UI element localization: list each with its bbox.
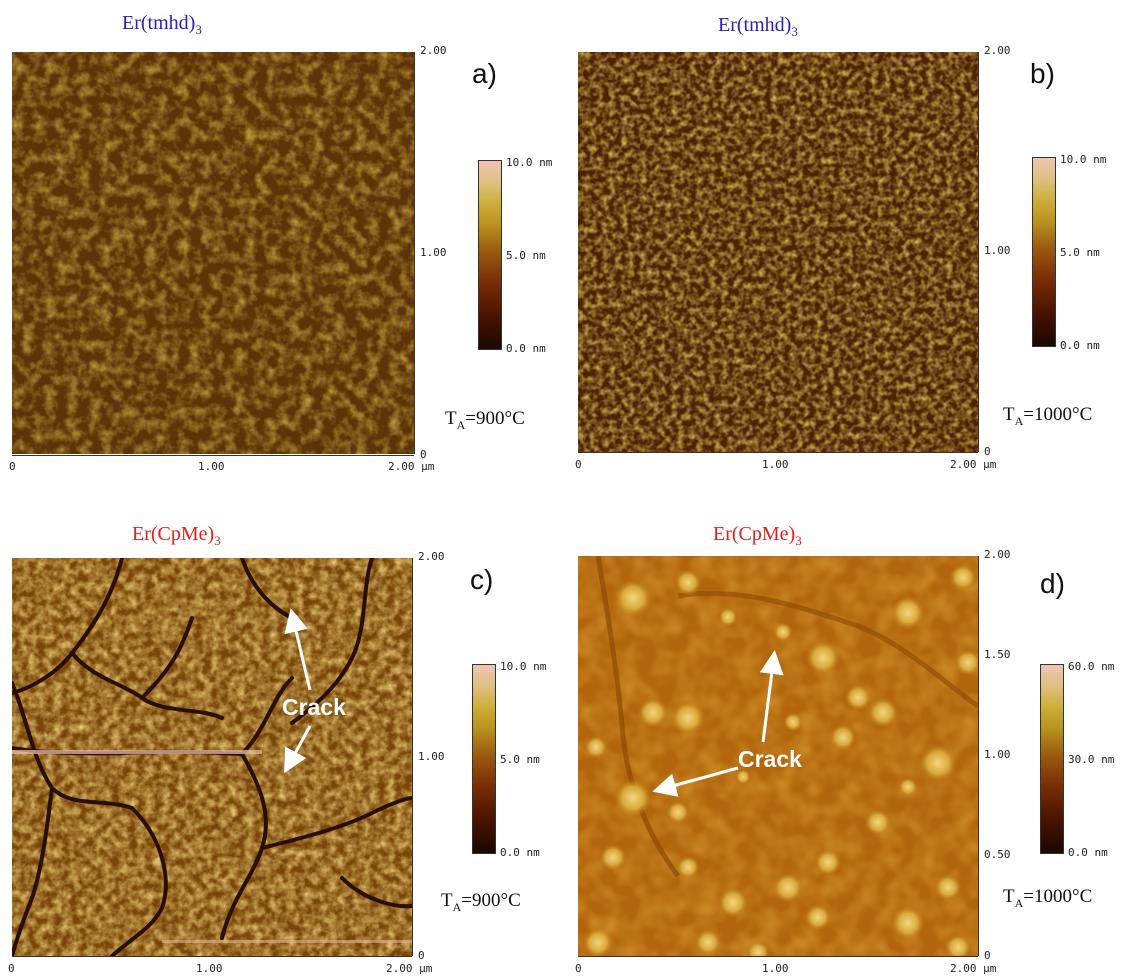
colorbar-b-mid: 5.0 nm <box>1060 246 1100 259</box>
x-tick-b-left: 0 <box>575 458 582 471</box>
x-tick-a-right: 2.00 µm <box>388 460 435 473</box>
y-tick-d-100: 1.00 <box>984 748 1011 761</box>
panel-d-crack-label: Crack <box>738 746 802 772</box>
panel-a-title: Er(tmhd)3 <box>122 12 202 37</box>
panel-c-letter: c) <box>470 564 494 595</box>
colorbar-b-max: 10.0 nm <box>1060 153 1107 166</box>
panel-d-temperature: TA=1000°C <box>1003 886 1093 910</box>
y-tick-a-bottom: 0 <box>420 448 427 461</box>
colorbar-a-max: 10.0 nm <box>506 156 553 169</box>
panel-d-title: Er(CpMe)3 <box>713 523 802 548</box>
panel-a-temperature: TA=900°C <box>445 408 525 432</box>
x-tick-a-mid: 1.00 <box>198 460 225 473</box>
y-axis-line-d <box>978 556 979 956</box>
y-tick-d-050: 0.50 <box>984 848 1011 861</box>
x-axis-line-b <box>578 452 978 453</box>
colorbar-d-mid: 30.0 nm <box>1068 753 1115 766</box>
x-tick-c-mid: 1.00 <box>196 962 223 975</box>
y-tick-a-mid: 1.00 <box>420 246 447 259</box>
y-axis-line-c <box>412 558 413 956</box>
colorbar-d-max: 60.0 nm <box>1068 660 1115 673</box>
afm-image-d <box>578 556 978 956</box>
colorbar-a-min: 0.0 nm <box>506 342 546 355</box>
panel-c-crack-label: Crack <box>282 694 346 720</box>
panel-d-crack-arrows <box>652 650 784 797</box>
x-axis-line-d <box>578 956 978 957</box>
colorbar-b <box>1032 157 1056 347</box>
colorbar-c-min: 0.0 nm <box>500 846 540 859</box>
panel-d-letter: d) <box>1040 568 1065 599</box>
colorbar-c <box>472 664 496 854</box>
afm-image-c <box>12 558 412 956</box>
colorbar-c-mid: 5.0 nm <box>500 753 540 766</box>
x-tick-b-right: 2.00 µm <box>950 458 997 471</box>
x-tick-a-left: 0 <box>9 460 16 473</box>
x-tick-c-left: 0 <box>8 962 15 975</box>
x-tick-d-left: 0 <box>575 962 582 975</box>
colorbar-d <box>1040 664 1064 854</box>
y-tick-d-0: 0 <box>984 949 991 962</box>
y-axis-line-b <box>978 52 979 452</box>
panel-a-letter: a) <box>472 58 497 89</box>
colorbar-b-min: 0.0 nm <box>1060 339 1100 352</box>
y-axis-line-a <box>414 52 415 454</box>
panel-b-temperature: TA=1000°C <box>1003 404 1093 428</box>
y-tick-d-150: 1.50 <box>984 648 1011 661</box>
colorbar-a-mid: 5.0 nm <box>506 249 546 262</box>
y-tick-b-top: 2.00 <box>984 44 1011 57</box>
y-tick-d-200: 2.00 <box>984 548 1011 561</box>
panel-b-title: Er(tmhd)3 <box>718 14 798 39</box>
x-tick-d-right: 2.00 µm <box>950 962 997 975</box>
afm-image-a <box>12 52 414 454</box>
y-tick-c-top: 2.00 <box>418 550 445 563</box>
panel-c-crack-arrows <box>284 608 312 774</box>
x-axis-line-a <box>12 455 414 456</box>
colorbar-a <box>478 160 502 350</box>
panel-c-title: Er(CpMe)3 <box>132 523 221 548</box>
afm-image-b <box>578 52 978 452</box>
panel-b-letter: b) <box>1030 58 1055 89</box>
x-tick-b-mid: 1.00 <box>762 458 789 471</box>
colorbar-c-max: 10.0 nm <box>500 660 547 673</box>
x-axis-line-c <box>12 956 412 957</box>
y-tick-a-top: 2.00 <box>420 44 447 57</box>
y-tick-c-bottom: 0 <box>418 949 425 962</box>
x-tick-d-mid: 1.00 <box>762 962 789 975</box>
y-tick-b-bottom: 0 <box>984 445 991 458</box>
y-tick-b-mid: 1.00 <box>984 244 1011 257</box>
x-tick-c-right: 2.00 µm <box>386 962 433 975</box>
panel-c-temperature: TA=900°C <box>441 890 521 914</box>
colorbar-d-min: 0.0 nm <box>1068 846 1108 859</box>
y-tick-c-mid: 1.00 <box>418 750 445 763</box>
